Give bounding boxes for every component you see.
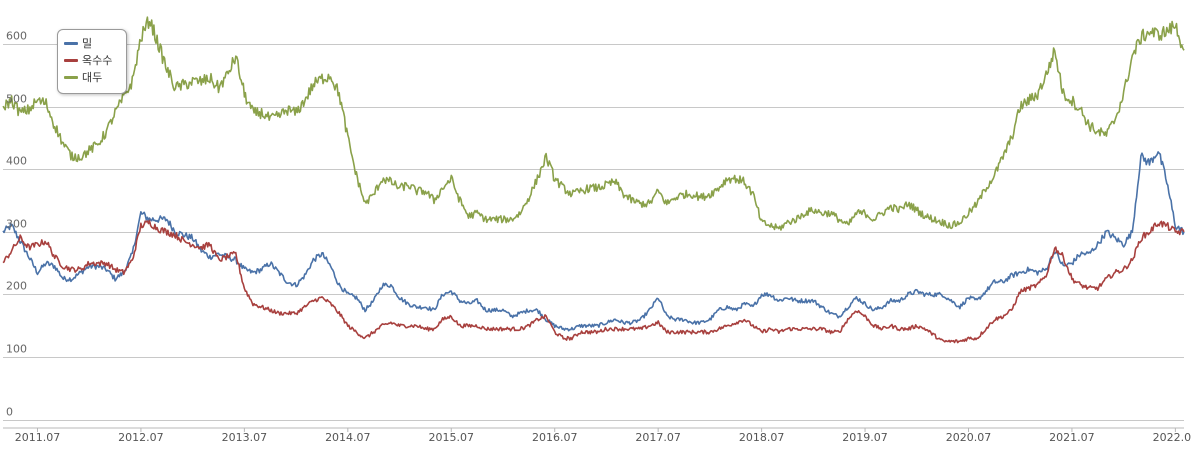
x-tick-label: 2017.07 — [635, 431, 681, 444]
x-tick-labels: 2011.07 2012.07 2013.07 2014.07 2015.07 2016.… — [15, 428, 1191, 444]
legend-item-wheat[interactable]: 밀 — [58, 35, 126, 52]
y-grid — [3, 44, 1184, 421]
x-tick-label: 2011.07 — [15, 431, 61, 444]
legend-item-corn[interactable]: 옥수수 — [58, 52, 126, 69]
legend-label-corn: 옥수수 — [82, 54, 113, 67]
series-lines — [2, 16, 1185, 344]
series-line-corn — [2, 219, 1185, 344]
y-tick-labels: 0 100 200 300 400 500 600 — [6, 30, 27, 419]
series-line-soybean — [2, 16, 1185, 231]
x-tick-label: 2019.07 — [842, 431, 888, 444]
x-tick-label: 2014.07 — [325, 431, 371, 444]
y-tick-label: 100 — [6, 343, 27, 356]
x-tick-label: 2016.07 — [532, 431, 578, 444]
x-tick-label: 2022.07 — [1153, 431, 1191, 444]
legend-label-soybean: 대두 — [82, 71, 103, 84]
legend-label-wheat: 밀 — [82, 37, 93, 50]
y-tick-label: 200 — [6, 280, 27, 293]
y-tick-label: 0 — [6, 406, 13, 419]
y-tick-label: 300 — [6, 218, 27, 231]
x-tick-label: 2021.07 — [1049, 431, 1095, 444]
x-tick-label: 2020.07 — [946, 431, 992, 444]
legend-swatch-corn — [64, 59, 78, 62]
legend: 밀 옥수수 대두 — [57, 29, 127, 94]
legend-swatch-wheat — [64, 42, 78, 45]
x-tick-label: 2012.07 — [118, 431, 164, 444]
x-tick-label: 2018.07 — [739, 431, 785, 444]
y-tick-label: 600 — [6, 30, 27, 43]
legend-item-soybean[interactable]: 대두 — [58, 69, 126, 86]
x-tick-label: 2013.07 — [222, 431, 268, 444]
x-tick-label: 2015.07 — [429, 431, 475, 444]
y-tick-label: 500 — [6, 93, 27, 106]
y-tick-label: 400 — [6, 155, 27, 168]
legend-swatch-soybean — [64, 76, 78, 79]
